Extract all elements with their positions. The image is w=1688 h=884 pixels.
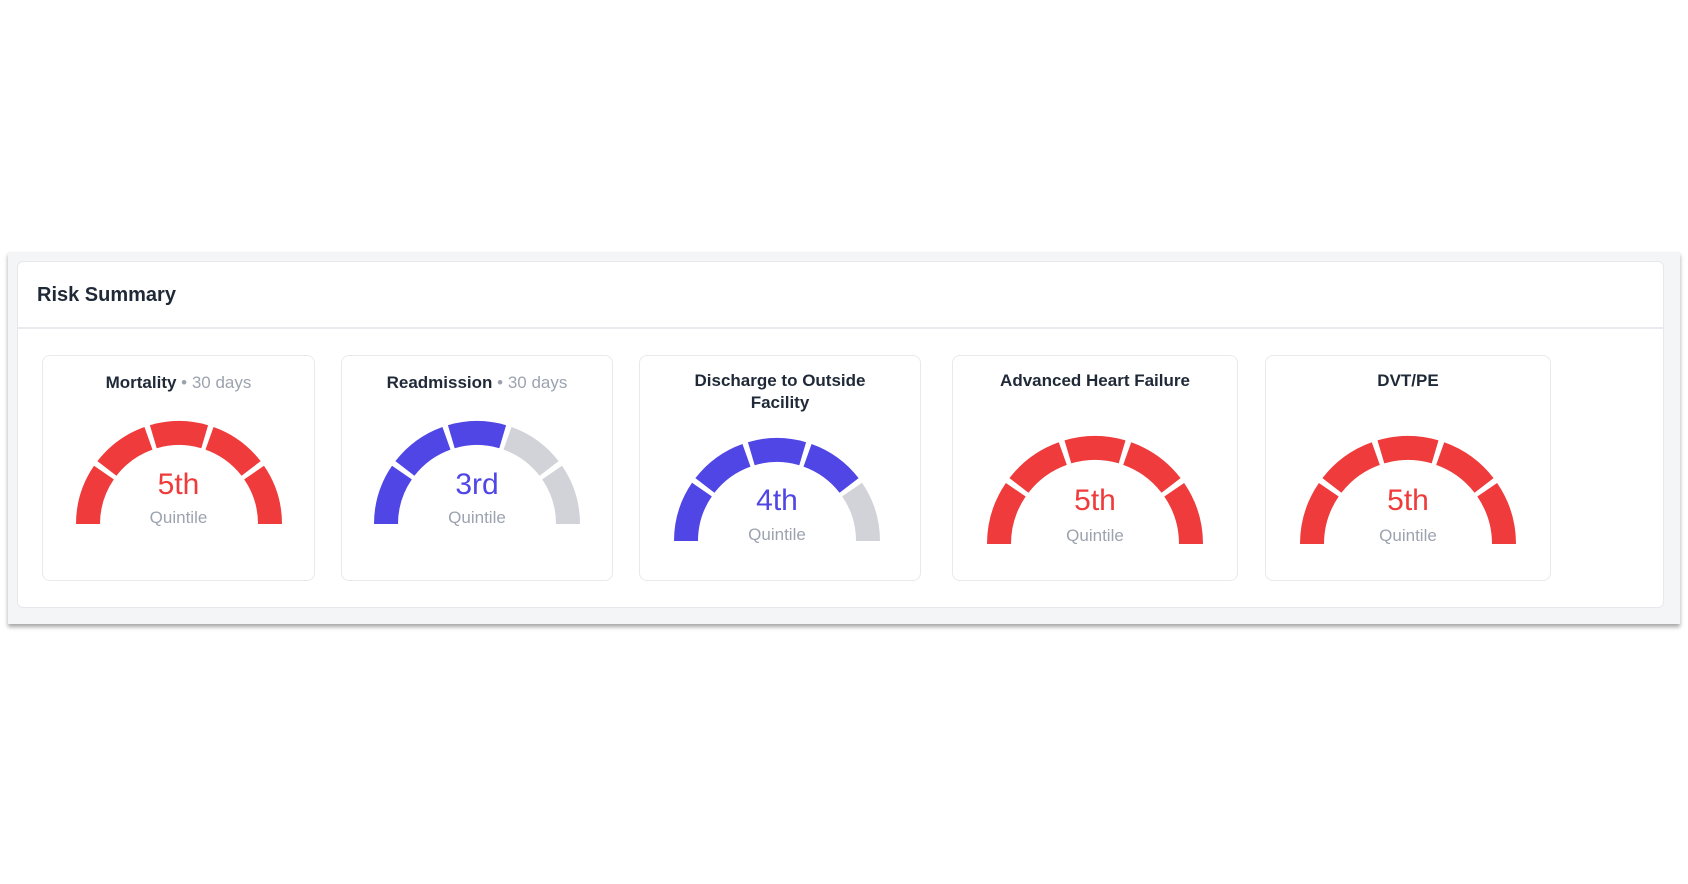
quintile-label: Quintile bbox=[748, 525, 806, 544]
gauge-segment-2 bbox=[1322, 442, 1380, 493]
separator: • bbox=[492, 373, 508, 392]
quintile-label: Quintile bbox=[1066, 526, 1124, 545]
gauge-segment-2 bbox=[1009, 442, 1067, 493]
card-title-text: Readmission bbox=[386, 373, 493, 392]
quintile-label: Quintile bbox=[1379, 526, 1437, 545]
separator: • bbox=[176, 373, 192, 392]
card-title: Advanced Heart Failure bbox=[1000, 371, 1190, 390]
card-title-text: Mortality bbox=[105, 373, 177, 392]
quintile-gauge bbox=[76, 421, 282, 524]
quintile-value: 4th bbox=[756, 484, 798, 517]
card-title: DVT/PE bbox=[1377, 371, 1439, 390]
quintile-value: 5th bbox=[1387, 484, 1429, 517]
gauge-segment-4 bbox=[1123, 442, 1181, 493]
gauge-segment-5 bbox=[1164, 482, 1203, 544]
gauge-segment-4 bbox=[205, 426, 261, 476]
card-dvt-pe[interactable]: DVT/PE 5th Quintile bbox=[1265, 355, 1551, 581]
gauge-segment-1 bbox=[374, 465, 412, 524]
gauge-segment-3 bbox=[747, 438, 807, 466]
gauge-segment-3 bbox=[1064, 436, 1126, 464]
gauge-segment-5 bbox=[1477, 482, 1516, 544]
card-title: Discharge to Outside Facility bbox=[694, 371, 866, 412]
quintile-value: 3rd bbox=[455, 468, 499, 501]
gauge-segment-3 bbox=[1377, 436, 1439, 464]
card-advanced-heart-failure[interactable]: Advanced Heart Failure 5th Quintile bbox=[952, 355, 1238, 581]
card-subtitle: 30 days bbox=[191, 373, 252, 392]
card-title: Mortality • 30 days bbox=[43, 372, 314, 394]
gauge-segment-1 bbox=[674, 482, 712, 541]
gauge-segment-4 bbox=[803, 443, 859, 493]
gauge-segment-4 bbox=[503, 426, 559, 476]
gauge-segment-4 bbox=[1436, 442, 1494, 493]
quintile-label: Quintile bbox=[149, 508, 208, 527]
quintile-gauge bbox=[987, 436, 1203, 544]
gauge-segment-5 bbox=[542, 465, 580, 524]
gauge-segment-3 bbox=[447, 421, 507, 449]
gauge-segment-5 bbox=[244, 465, 282, 524]
quintile-value: 5th bbox=[157, 468, 200, 501]
card-title: Readmission • 30 days bbox=[342, 372, 612, 394]
quintile-label: Quintile bbox=[448, 508, 506, 527]
gauge-segment-3 bbox=[149, 421, 209, 449]
card-readmission[interactable]: Readmission • 30 days 3rd Quintile bbox=[341, 355, 613, 581]
quintile-gauge bbox=[1300, 436, 1516, 544]
gauge-segment-1 bbox=[1300, 482, 1339, 544]
gauge-segment-2 bbox=[695, 443, 751, 493]
gauge-segment-1 bbox=[987, 482, 1026, 544]
panel-title: Risk Summary bbox=[37, 284, 176, 306]
quintile-value: 5th bbox=[1074, 484, 1116, 517]
card-subtitle: 30 days bbox=[507, 373, 568, 392]
card-mortality[interactable]: Mortality • 30 days 5th Quintile bbox=[42, 355, 315, 581]
gauge-segment-2 bbox=[97, 426, 153, 476]
card-discharge[interactable]: Discharge to Outside Facility 4th Quinti… bbox=[639, 355, 921, 581]
gauge-segment-5 bbox=[842, 482, 880, 541]
gauge-segment-2 bbox=[395, 426, 451, 476]
quintile-gauge bbox=[374, 421, 580, 524]
gauge-segment-1 bbox=[76, 465, 114, 524]
panel-header: Risk Summary bbox=[18, 262, 1663, 329]
quintile-gauge bbox=[674, 438, 880, 541]
